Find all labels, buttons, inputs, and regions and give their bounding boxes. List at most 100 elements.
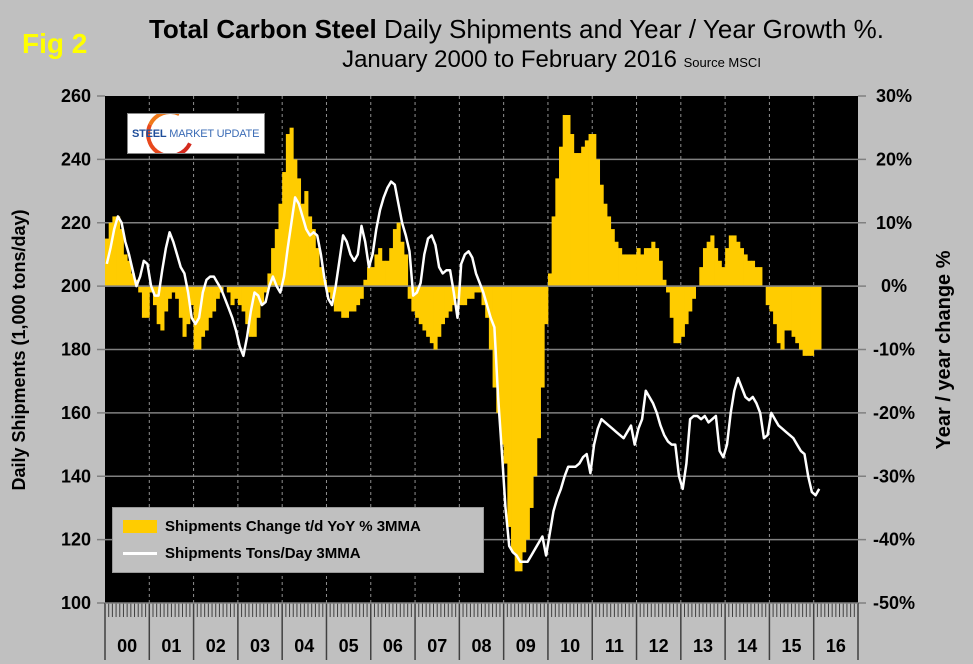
bar <box>348 286 353 312</box>
bar <box>426 286 431 337</box>
bar <box>599 184 604 287</box>
bar <box>407 286 412 299</box>
bar <box>189 286 194 306</box>
bar <box>607 216 612 287</box>
bar <box>300 203 305 287</box>
bar <box>418 286 423 325</box>
bar <box>304 191 309 287</box>
axes: 260 30%240 20%220 10%200 0%180 -10%160 -20%140… <box>61 86 915 660</box>
line-swatch-icon <box>123 552 157 555</box>
bar <box>533 286 538 477</box>
bar <box>296 178 302 287</box>
x-tick-label: 04 <box>294 636 314 656</box>
bar <box>651 241 656 287</box>
bar <box>691 286 696 299</box>
legend-item-line: Shipments Tons/Day 3MMA <box>123 545 361 562</box>
bar <box>260 286 265 306</box>
y2-tick-label: 0% <box>881 276 907 296</box>
bar <box>507 286 512 527</box>
y-tick-label: 220 <box>61 213 91 233</box>
legend-item-bars: Shipments Change t/d YoY % 3MMA <box>123 518 421 535</box>
bar <box>798 286 804 350</box>
y2-tick-label: -30% <box>873 466 915 486</box>
line-series <box>105 180 821 564</box>
x-tick-label: 15 <box>782 636 802 656</box>
bar <box>237 286 242 306</box>
bar <box>654 248 660 287</box>
y2-tick-label: 30% <box>876 86 912 106</box>
title-bold: Total Carbon Steel <box>148 14 377 44</box>
bar <box>784 286 789 331</box>
x-tick-label: 01 <box>161 636 181 656</box>
bar <box>813 286 818 350</box>
bar <box>514 286 519 572</box>
bar <box>403 254 409 287</box>
y2-tick-label: -20% <box>873 403 915 423</box>
bar <box>736 241 741 287</box>
y2-tick-label: 20% <box>876 149 912 169</box>
bar <box>802 286 807 356</box>
bar <box>175 286 180 299</box>
x-tick-label: 07 <box>427 636 447 656</box>
bar <box>289 127 294 287</box>
bar <box>226 286 231 293</box>
x-tick-label: 13 <box>693 636 713 656</box>
bar <box>212 286 217 312</box>
bar <box>363 279 368 287</box>
x-tick-label: 02 <box>206 636 226 656</box>
bar <box>208 286 213 318</box>
x-tick-label: 09 <box>516 636 536 656</box>
bar <box>570 134 575 287</box>
bar <box>710 235 715 287</box>
x-tick-label: 11 <box>605 636 624 656</box>
bar <box>643 248 649 287</box>
bar <box>308 216 313 287</box>
bar <box>256 286 261 318</box>
bar <box>267 273 272 287</box>
bar <box>677 286 682 344</box>
bar <box>522 286 527 553</box>
bar <box>647 248 652 287</box>
bar <box>547 273 553 287</box>
bar <box>566 115 571 287</box>
bar <box>787 286 792 331</box>
bar <box>278 203 283 287</box>
bar <box>160 286 165 331</box>
bar <box>263 286 268 293</box>
bar <box>119 229 124 287</box>
bar <box>271 248 276 287</box>
bar <box>739 248 744 287</box>
bar <box>717 260 722 287</box>
bar <box>116 216 121 287</box>
bar <box>758 267 763 287</box>
y2-tick-label: 10% <box>876 213 912 233</box>
bar <box>750 260 756 287</box>
y-tick-label: 260 <box>61 86 91 106</box>
bar <box>588 134 593 287</box>
x-tick-label: 14 <box>737 636 757 656</box>
bar <box>499 286 505 445</box>
bar <box>389 248 394 287</box>
bar <box>326 286 331 293</box>
bar <box>344 286 350 318</box>
bar <box>164 286 169 312</box>
bar <box>540 286 545 388</box>
bar <box>603 203 608 287</box>
bar <box>337 286 342 312</box>
bar <box>474 286 479 293</box>
y-tick-label: 160 <box>61 403 91 423</box>
bar <box>167 286 172 299</box>
bar <box>127 260 132 287</box>
bar <box>400 241 405 287</box>
bar <box>728 235 733 287</box>
bar <box>341 286 346 318</box>
bar <box>200 286 206 337</box>
bar <box>791 286 796 337</box>
bar <box>204 286 209 331</box>
bar <box>732 235 737 287</box>
bar <box>130 273 135 287</box>
bar <box>581 146 586 287</box>
x-tick-label: 06 <box>383 636 403 656</box>
bar <box>706 241 711 287</box>
bar <box>367 267 372 287</box>
